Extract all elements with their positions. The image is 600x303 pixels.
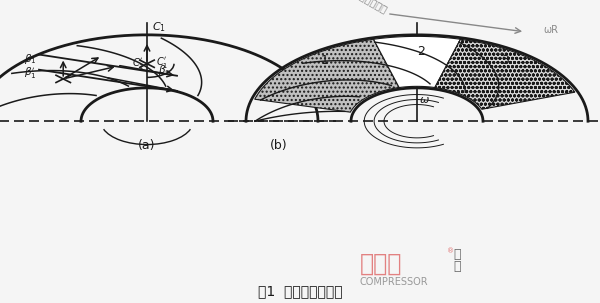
- Polygon shape: [435, 39, 575, 109]
- Text: (a): (a): [138, 139, 156, 152]
- Text: 压缩机: 压缩机: [360, 251, 403, 276]
- Text: 3: 3: [501, 54, 509, 67]
- Text: 志: 志: [453, 260, 461, 273]
- Text: COMPRESSOR: COMPRESSOR: [360, 277, 428, 287]
- Text: $\beta_s$: $\beta_s$: [158, 63, 170, 77]
- Text: 图1  旋转失速的形成: 图1 旋转失速的形成: [257, 284, 343, 298]
- Text: ®: ®: [447, 248, 454, 255]
- Text: $C_1$: $C_1$: [152, 20, 166, 34]
- Text: 失速区传播方向: 失速区传播方向: [349, 0, 389, 15]
- Text: 1: 1: [321, 54, 329, 67]
- Text: $\omega$: $\omega$: [419, 95, 430, 105]
- Text: $\beta_1$: $\beta_1$: [24, 52, 37, 66]
- Text: $C_1'$: $C_1'$: [156, 55, 169, 70]
- Text: $\beta_1'$: $\beta_1'$: [24, 65, 37, 81]
- Text: 杂: 杂: [453, 248, 461, 261]
- Text: $C_1'$: $C_1'$: [131, 56, 144, 71]
- Text: (b): (b): [270, 139, 288, 152]
- Text: ωR: ωR: [543, 25, 558, 35]
- Polygon shape: [255, 39, 399, 112]
- Polygon shape: [374, 36, 460, 88]
- Text: 2: 2: [417, 45, 425, 58]
